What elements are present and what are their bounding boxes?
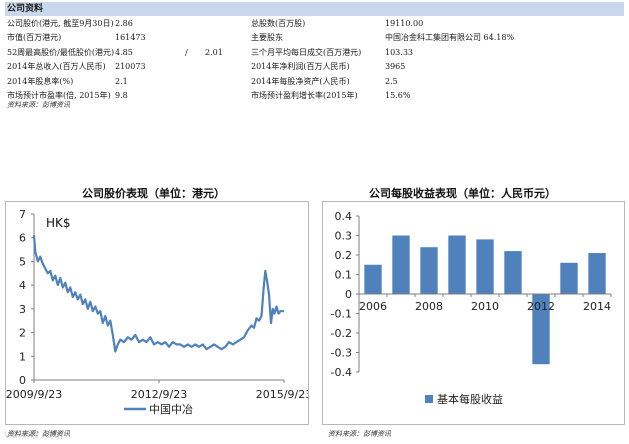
info-source-note: 资料来源：彭博资讯 [7, 101, 70, 109]
y-tick-label: 0.4 [335, 210, 353, 223]
y-tick-label: 0.3 [335, 230, 353, 243]
y-tick-label: 5 [19, 255, 26, 268]
company-info-table: 公司股价(港元, 截至9月30日) 2.86 总股数(百万股) 19110.00… [5, 17, 624, 103]
stock-price-chart: 0 1 2 3 4 5 6 7 2009/9/23 2012/9/23 2015/9/23 HK$ 中国… [6, 208, 312, 416]
x-tick-label: 2009/9/23 [6, 388, 62, 401]
info-value: 2.5 [385, 76, 398, 86]
info-separator: / [185, 47, 188, 57]
eps-bar [504, 251, 522, 294]
right-chart-title: 公司每股收益表现（单位：人民币元） [369, 187, 556, 200]
left-chart-source: 资料来源：彭博资讯 [7, 430, 70, 438]
y-tick-label: 0.2 [335, 249, 353, 262]
x-tick-label: 2014 [583, 300, 611, 313]
info-row: 公司股价(港元, 截至9月30日) 2.86 总股数(百万股) 19110.00 [5, 17, 624, 31]
y-tick-label: -0.3 [331, 347, 352, 360]
y-tick-label: -0.2 [331, 327, 352, 340]
info-label: 2014年股息率(%) [7, 76, 74, 86]
y-tick-label: 3 [19, 303, 26, 316]
info-label: 主要股东 [251, 33, 283, 43]
legend-swatch [425, 395, 433, 403]
info-value: 15.6% [385, 90, 411, 100]
y-tick-label: 1 [19, 350, 26, 363]
info-value: 4.85 [115, 47, 133, 57]
info-value: 2.1 [115, 76, 128, 86]
info-label: 公司股价(港元, 截至9月30日) [7, 19, 114, 28]
right-chart-source: 资料来源：彭博资讯 [328, 430, 391, 438]
watermark: Via 新浪 ·资讯 [4, 431, 63, 441]
y-tick-label: 0.1 [335, 269, 353, 282]
eps-chart: 0.4 0.3 0.2 0.1 0 -0.1 -0.2 -0.3 -0.4 2006 2008 201… [331, 210, 612, 406]
left-chart-frame: 0 1 2 3 4 5 6 7 2009/9/23 2012/9/23 2015/9/23 HK$ 中国… [5, 201, 312, 425]
y-tick-label: 7 [19, 208, 26, 221]
legend-label: 中国中冶 [149, 402, 193, 416]
info-label: 总股数(百万股) [251, 19, 306, 28]
unit-label: HK$ [46, 216, 71, 230]
info-value: 103.33 [385, 47, 413, 57]
info-value: 210073 [115, 62, 146, 72]
info-label: 2014年净利润(百万人民币) [251, 62, 350, 72]
info-value: 19110.00 [385, 19, 424, 28]
info-row: 市值(百万港元) 161473 主要股东 中国冶金科工集团有限公司 64.18% [5, 31, 624, 45]
info-row: 2014年股息率(%) 2.1 2014年每股净资产(人民币) 2.5 [5, 75, 624, 89]
info-label: 2014年总收入(百万人民币) [7, 62, 106, 72]
info-row: 52周最高股价/最低股价(港元) 4.85 / 2.01 三个月平均每日成交(百… [5, 46, 624, 60]
legend-label: 基本每股收益 [437, 392, 503, 406]
info-value: 161473 [115, 33, 146, 43]
y-tick-label: 4 [19, 279, 26, 292]
x-tick-label: 2006 [359, 300, 387, 313]
info-label: 2014年每股净资产(人民币) [251, 76, 350, 86]
y-tick-label: 2 [19, 327, 26, 340]
info-row: 2014年总收入(百万人民币) 210073 2014年净利润(百万人民币) 3… [5, 60, 624, 74]
x-tick-label: 2012/9/23 [131, 388, 187, 401]
section-title: 公司资料 [7, 4, 44, 14]
section-header-bar [5, 2, 624, 16]
info-row: 市场预计市盈率(倍, 2015年) 9.8 市场预计盈利增长率(2015年) 1… [5, 89, 624, 103]
eps-bar [588, 253, 606, 294]
eps-bar [364, 264, 382, 294]
y-tick-label: -0.4 [331, 366, 352, 379]
eps-bar [476, 239, 494, 294]
info-value: 9.8 [115, 90, 128, 100]
eps-bar [448, 235, 466, 294]
info-value: 2.86 [115, 19, 133, 28]
info-label: 市值(百万港元) [7, 33, 62, 43]
eps-bar [532, 294, 550, 365]
info-label: 市场预计市盈率(倍, 2015年) [7, 90, 111, 100]
info-value: 2.01 [205, 47, 223, 57]
y-tick-label: 6 [19, 232, 26, 245]
x-tick-label: 2012 [527, 300, 555, 313]
info-label: 市场预计盈利增长率(2015年) [251, 90, 358, 100]
info-value: 中国冶金科工集团有限公司 64.18% [385, 33, 515, 43]
x-tick-label: 2010 [471, 300, 499, 313]
eps-bar [560, 262, 578, 294]
info-label: 52周最高股价/最低股价(港元) [7, 47, 115, 57]
eps-bar [392, 235, 410, 294]
y-tick-label: -0.1 [331, 308, 352, 321]
y-tick-label: 0 [345, 288, 352, 301]
eps-bar [420, 247, 438, 294]
x-tick-label: 2015/9/23 [256, 388, 308, 401]
x-tick-label: 2008 [415, 300, 443, 313]
right-chart-frame: 0.4 0.3 0.2 0.1 0 -0.1 -0.2 -0.3 -0.4 2006 2008 201… [322, 201, 625, 425]
left-chart-title: 公司股价表现（单位：港元） [82, 187, 225, 200]
info-value: 3965 [385, 62, 406, 72]
y-tick-label: 0 [19, 374, 26, 387]
info-label: 三个月平均每日成交(百万港元) [251, 47, 362, 57]
price-series-line [32, 235, 284, 353]
